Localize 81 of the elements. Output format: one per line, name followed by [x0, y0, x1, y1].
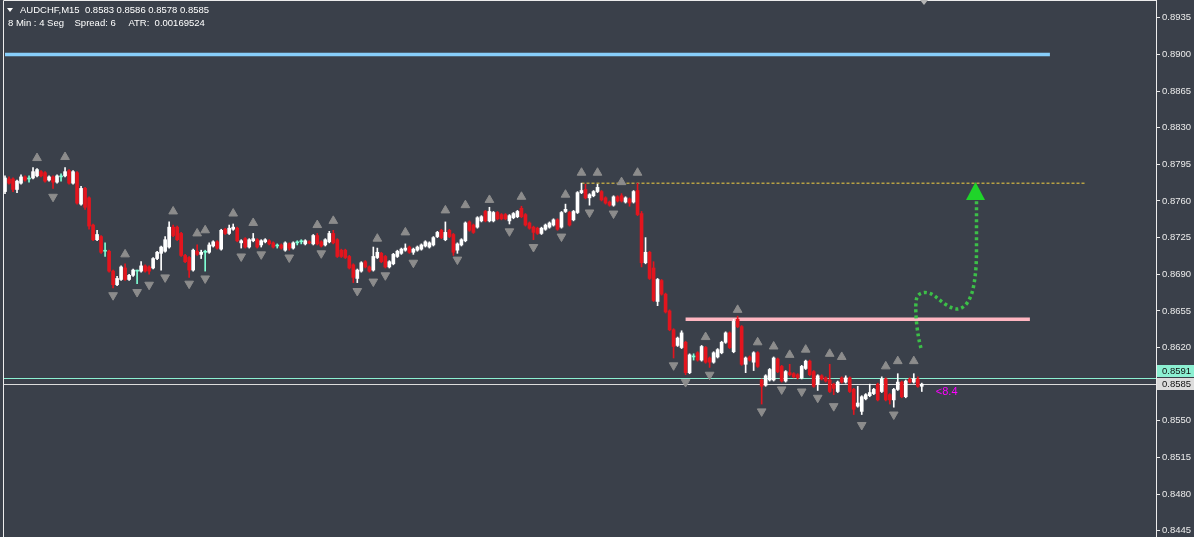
- point: [132, 289, 142, 298]
- point: [248, 217, 259, 226]
- point: [796, 388, 807, 397]
- candlestick: [103, 242, 107, 257]
- ref-line-label: 0.8585: [1162, 378, 1192, 390]
- y-tick-label: 0.8445: [1162, 524, 1192, 536]
- point: [312, 219, 323, 229]
- point: [368, 278, 379, 288]
- point: [460, 199, 471, 209]
- point: [528, 244, 539, 253]
- y-tick-label: 0.8760: [1162, 194, 1192, 206]
- point: [184, 280, 194, 290]
- y-tick-label: 0.8655: [1162, 304, 1192, 316]
- point: [484, 194, 495, 203]
- annotation: <8.4: [935, 385, 958, 398]
- point: [452, 256, 463, 266]
- point: [592, 167, 603, 176]
- point: [776, 386, 787, 395]
- point: [700, 331, 711, 341]
- y-tick-label: 0.8620: [1162, 341, 1192, 353]
- point: [812, 394, 823, 404]
- point: [328, 215, 339, 224]
- point: [616, 176, 627, 186]
- point: [256, 251, 267, 260]
- point: [160, 274, 170, 283]
- y-tick-label: 0.8935: [1162, 11, 1192, 23]
- candlestick: [787, 363, 792, 377]
- point: [800, 344, 811, 353]
- point: [228, 208, 239, 217]
- point: [504, 228, 515, 237]
- point: [120, 248, 130, 258]
- point: [440, 204, 451, 214]
- point: [704, 371, 715, 381]
- point: [668, 362, 679, 371]
- point: [516, 191, 527, 200]
- point: [108, 292, 118, 301]
- point: [32, 152, 42, 162]
- point: [316, 250, 327, 259]
- point: [556, 233, 567, 243]
- point: [48, 193, 58, 203]
- point: [828, 403, 839, 412]
- point: [752, 336, 763, 346]
- point: [380, 272, 391, 281]
- y-tick-label: 0.8550: [1162, 414, 1192, 426]
- point: [400, 226, 411, 236]
- y-tick-label: 0.8725: [1162, 231, 1192, 243]
- point: [144, 281, 154, 291]
- point: [608, 210, 619, 220]
- point: [168, 205, 178, 215]
- y-tick-label: 0.8865: [1162, 84, 1192, 96]
- text: 8 Min : 4 Seg Spread: 6 ATR: 0.00169524: [8, 17, 205, 29]
- point: [756, 408, 767, 417]
- y-tick-label: 0.8830: [1162, 121, 1192, 133]
- candlestick: [203, 249, 208, 272]
- point: [200, 224, 211, 234]
- point: [892, 355, 903, 365]
- y-tick-label: 0.8515: [1162, 451, 1192, 463]
- point: [200, 275, 211, 284]
- point: [632, 167, 643, 176]
- point: [408, 259, 419, 269]
- point: [284, 254, 295, 264]
- point: [372, 233, 383, 242]
- point: [60, 151, 70, 161]
- point: [576, 167, 587, 176]
- point: [192, 227, 202, 237]
- point: [236, 253, 247, 262]
- point: [584, 209, 595, 218]
- point: [856, 421, 867, 431]
- point: [888, 411, 899, 421]
- point: [908, 355, 919, 365]
- text: AUDCHF,M15 0.8583 0.8586 0.8578 0.8585: [20, 4, 210, 16]
- point: [732, 304, 743, 313]
- point: [680, 379, 691, 388]
- point: [560, 189, 571, 198]
- y-tick-label: 0.8795: [1162, 157, 1192, 169]
- y-tick-label: 0.8900: [1162, 48, 1192, 60]
- point: [824, 348, 835, 357]
- y-tick-label: 0.8480: [1162, 487, 1192, 499]
- point: [352, 288, 363, 297]
- y-tick-label: 0.8690: [1162, 267, 1192, 279]
- ref-line-label: 0.8591: [1162, 365, 1192, 377]
